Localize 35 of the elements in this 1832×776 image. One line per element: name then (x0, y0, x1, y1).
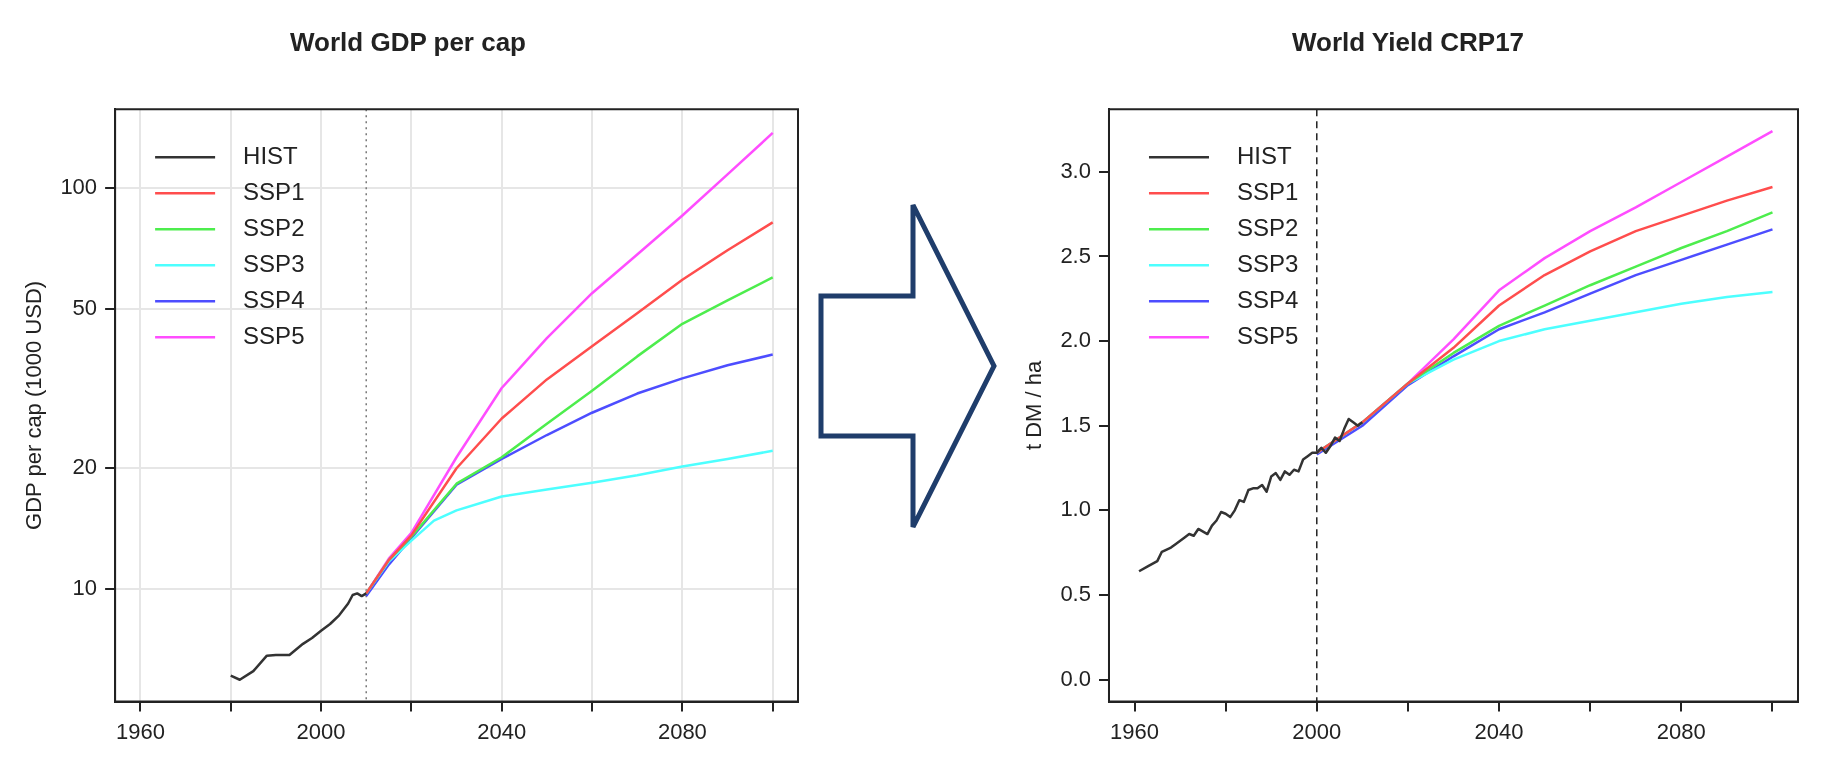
legend-label: SSP1 (243, 177, 305, 205)
y-axis-title: t DM / ha (1021, 360, 1047, 451)
y-tick-label: 0.0 (1060, 665, 1091, 691)
x-tick-label: 2080 (1656, 718, 1706, 744)
x-tick-label: 1960 (115, 718, 165, 744)
legend-label: SSP2 (1236, 213, 1299, 241)
chart-title: World GDP per cap (290, 26, 526, 57)
x-tick-label: 2040 (1474, 718, 1524, 744)
y-tick-label: 1.5 (1060, 411, 1091, 437)
legend-label: SSP1 (1236, 177, 1299, 205)
y-tick-label: 1.0 (1060, 496, 1091, 522)
y-axis-title: GDP per cap (1000 USD) (21, 280, 47, 530)
x-tick-label: 2000 (1292, 718, 1342, 744)
chart-title: World Yield CRP17 (1291, 26, 1525, 57)
y-tick-label: 2.5 (1060, 242, 1091, 268)
x-tick-label: 1960 (1110, 718, 1159, 744)
y-tick-label: 20 (72, 454, 98, 480)
legend-label: SSP3 (1236, 249, 1299, 277)
y-tick-label: 50 (72, 294, 98, 320)
legend-label: SSP4 (1236, 285, 1299, 313)
y-tick-label: 3.0 (1060, 157, 1091, 183)
legend-label: SSP5 (1236, 321, 1299, 349)
y-tick-label: 10 (72, 575, 98, 601)
legend-label: SSP5 (243, 321, 305, 349)
x-tick-label: 2000 (296, 718, 346, 744)
legend-label: SSP2 (243, 213, 305, 241)
y-tick-label: 2.0 (1060, 327, 1091, 353)
legend-label: HIST (1236, 141, 1292, 169)
legend-label: SSP4 (243, 285, 305, 313)
x-tick-label: 2080 (657, 718, 707, 744)
y-tick-label: 100 (60, 173, 98, 199)
x-tick-label: 2040 (477, 718, 527, 744)
legend-label: SSP3 (243, 249, 305, 277)
legend-label: HIST (243, 141, 299, 169)
y-tick-label: 0.5 (1060, 581, 1091, 607)
